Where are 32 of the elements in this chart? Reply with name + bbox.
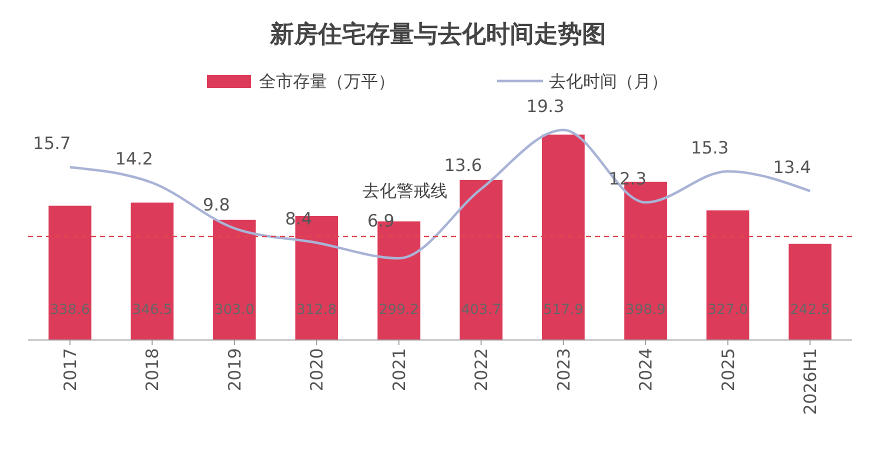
- data-label: 517.9: [543, 302, 584, 318]
- data-label: 242.5: [790, 302, 830, 318]
- data-label: 346.5: [132, 302, 172, 318]
- data-label: 13.4: [773, 158, 811, 178]
- x-tick-label: 2019: [225, 348, 246, 392]
- data-label: 15.3: [690, 138, 729, 158]
- x-tick-label: 2021: [390, 348, 410, 392]
- data-label: 403.7: [461, 302, 502, 318]
- data-label: 327.0: [708, 302, 748, 318]
- legend-label: 全市存量（万平）: [259, 72, 395, 92]
- bar: [788, 244, 832, 340]
- data-label: 13.6: [444, 156, 482, 176]
- data-label: 303.0: [214, 302, 254, 318]
- data-label: 14.2: [115, 150, 154, 170]
- x-tick-label: 2017: [60, 348, 81, 392]
- x-tick-label: 2018: [143, 348, 164, 392]
- x-tick-label: 2025: [718, 348, 739, 392]
- x-tick-label: 2024: [636, 348, 657, 392]
- x-tick-label: 2020: [308, 348, 328, 392]
- data-label: 9.8: [202, 195, 230, 216]
- x-tick-label: 2026H1: [801, 348, 822, 415]
- data-label: 19.3: [526, 96, 564, 117]
- data-label: 15.7: [33, 134, 71, 154]
- data-label: 398.9: [626, 302, 666, 318]
- ref-line-label: 去化警戒线: [362, 182, 448, 202]
- x-tick-label: 2023: [554, 348, 574, 392]
- x-tick-label: 2022: [472, 348, 492, 392]
- legend-label: 去化时间（月）: [549, 72, 668, 92]
- data-label: 312.8: [296, 302, 337, 318]
- chart-title: 新房住宅存量与去化时间走势图: [269, 20, 606, 48]
- data-label: 299.2: [378, 302, 419, 318]
- data-label: 338.6: [50, 302, 90, 318]
